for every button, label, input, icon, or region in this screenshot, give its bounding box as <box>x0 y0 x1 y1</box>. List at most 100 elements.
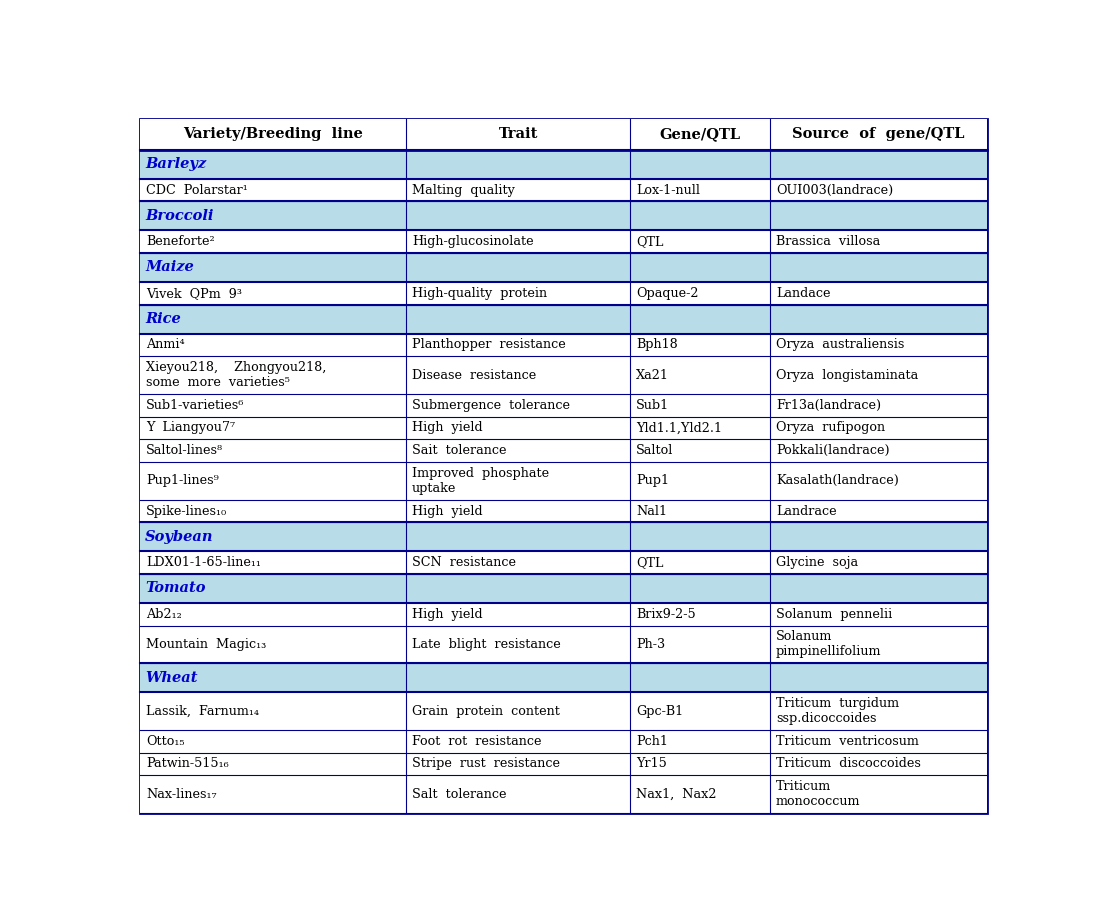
Text: Landrace: Landrace <box>776 505 837 518</box>
Text: Pokkali(landrace): Pokkali(landrace) <box>776 444 890 457</box>
Text: High  yield: High yield <box>412 422 483 435</box>
Text: Wheat: Wheat <box>145 671 198 685</box>
Text: Pup1: Pup1 <box>636 474 669 487</box>
Text: QTL: QTL <box>636 557 663 569</box>
Bar <box>140 416 988 439</box>
Text: Triticum  turgidum
ssp.dicoccoides: Triticum turgidum ssp.dicoccoides <box>776 697 899 725</box>
Bar <box>140 179 988 201</box>
Text: Glycine  soja: Glycine soja <box>776 557 858 569</box>
Bar <box>140 775 988 813</box>
Bar <box>140 626 988 664</box>
Text: Oryza  australiensis: Oryza australiensis <box>776 339 904 352</box>
Text: Trait: Trait <box>498 127 538 141</box>
Text: Malting  quality: Malting quality <box>412 184 515 197</box>
Text: Fr13a(landrace): Fr13a(landrace) <box>776 399 881 412</box>
Text: Oryza  longistaminata: Oryza longistaminata <box>776 368 918 381</box>
Bar <box>140 499 988 522</box>
Text: QTL: QTL <box>636 235 663 248</box>
Text: High-quality  protein: High-quality protein <box>412 287 547 300</box>
Text: Bph18: Bph18 <box>636 339 678 352</box>
Text: Rice: Rice <box>145 312 180 326</box>
Text: Oryza  rufipogon: Oryza rufipogon <box>776 422 886 435</box>
Text: Salt  tolerance: Salt tolerance <box>412 787 506 800</box>
Text: Vivek  QPm  9³: Vivek QPm 9³ <box>146 287 242 300</box>
Text: Barleyz: Barleyz <box>145 157 207 171</box>
Text: Brix9-2-5: Brix9-2-5 <box>636 608 696 621</box>
Bar <box>140 253 988 282</box>
Bar <box>140 551 988 574</box>
Text: Pup1-lines⁹: Pup1-lines⁹ <box>146 474 219 487</box>
Bar <box>140 201 988 231</box>
Text: Sait  tolerance: Sait tolerance <box>412 444 506 457</box>
Text: Sub1-varieties⁶: Sub1-varieties⁶ <box>146 399 244 412</box>
Text: Variety/Breeding  line: Variety/Breeding line <box>183 127 363 141</box>
Bar <box>140 730 988 752</box>
Text: Anmi⁴: Anmi⁴ <box>146 339 185 352</box>
Text: Lox-1-null: Lox-1-null <box>636 184 701 197</box>
Text: Grain  protein  content: Grain protein content <box>412 704 560 717</box>
Text: Saltol-lines⁸: Saltol-lines⁸ <box>146 444 223 457</box>
Text: Otto₁₅: Otto₁₅ <box>146 735 185 748</box>
Text: Source  of  gene/QTL: Source of gene/QTL <box>792 127 965 141</box>
Text: Patwin-515₁₆: Patwin-515₁₆ <box>146 758 229 771</box>
Text: Pch1: Pch1 <box>636 735 668 748</box>
Text: CDC  Polarstar¹: CDC Polarstar¹ <box>146 184 248 197</box>
Text: Opaque-2: Opaque-2 <box>636 287 698 300</box>
Bar <box>140 333 988 356</box>
Text: High  yield: High yield <box>412 505 483 518</box>
Bar <box>140 231 988 253</box>
Text: Triticum
monococcum: Triticum monococcum <box>776 780 860 809</box>
Text: Tomato: Tomato <box>145 581 206 595</box>
Text: Y  Liangyou7⁷: Y Liangyou7⁷ <box>146 422 235 435</box>
Text: Improved  phosphate
uptake: Improved phosphate uptake <box>412 467 549 495</box>
Bar <box>140 356 988 394</box>
Text: Kasalath(landrace): Kasalath(landrace) <box>776 474 899 487</box>
Text: Soybean: Soybean <box>145 530 213 544</box>
Text: Nax1,  Nax2: Nax1, Nax2 <box>636 787 717 800</box>
Text: LDX01-1-65-line₁₁: LDX01-1-65-line₁₁ <box>146 557 261 569</box>
Bar <box>140 394 988 416</box>
Bar <box>140 752 988 775</box>
Bar <box>140 603 988 626</box>
Text: Sub1: Sub1 <box>636 399 669 412</box>
Text: Ph-3: Ph-3 <box>636 638 666 651</box>
Text: Landace: Landace <box>776 287 830 300</box>
Text: Submergence  tolerance: Submergence tolerance <box>412 399 570 412</box>
Text: Foot  rot  resistance: Foot rot resistance <box>412 735 541 748</box>
Text: Triticum  ventricosum: Triticum ventricosum <box>776 735 918 748</box>
Text: Planthopper  resistance: Planthopper resistance <box>412 339 565 352</box>
Text: Ab2₁₂: Ab2₁₂ <box>146 608 182 621</box>
Text: Maize: Maize <box>145 260 194 274</box>
Text: Triticum  discoccoides: Triticum discoccoides <box>776 758 921 771</box>
Text: OUI003(landrace): OUI003(landrace) <box>776 184 893 197</box>
Bar <box>140 305 988 333</box>
Bar <box>140 664 988 692</box>
Text: Late  blight  resistance: Late blight resistance <box>412 638 561 651</box>
Text: Nal1: Nal1 <box>636 505 668 518</box>
Text: Spike-lines₁₀: Spike-lines₁₀ <box>146 505 228 518</box>
Text: Xieyou218,    Zhongyou218,
some  more  varieties⁵: Xieyou218, Zhongyou218, some more variet… <box>146 361 327 390</box>
Text: Yld1.1,Yld2.1: Yld1.1,Yld2.1 <box>636 422 723 435</box>
Text: Lassik,  Farnum₁₄: Lassik, Farnum₁₄ <box>146 704 258 717</box>
Text: Solanum  pennelii: Solanum pennelii <box>776 608 892 621</box>
Text: Gene/QTL: Gene/QTL <box>660 127 740 141</box>
Bar <box>140 150 988 179</box>
Bar <box>140 282 988 305</box>
Text: Xa21: Xa21 <box>636 368 669 381</box>
Text: SCN  resistance: SCN resistance <box>412 557 516 569</box>
Bar <box>140 574 988 603</box>
Text: Stripe  rust  resistance: Stripe rust resistance <box>412 758 560 771</box>
Bar <box>140 462 988 499</box>
Text: Beneforte²: Beneforte² <box>146 235 214 248</box>
Bar <box>140 119 988 150</box>
Text: High  yield: High yield <box>412 608 483 621</box>
Bar <box>140 692 988 730</box>
Text: Yr15: Yr15 <box>636 758 667 771</box>
Bar <box>140 439 988 462</box>
Text: Brassica  villosa: Brassica villosa <box>776 235 880 248</box>
Text: Mountain  Magic₁₃: Mountain Magic₁₃ <box>146 638 266 651</box>
Text: Solanum
pimpinellifolium: Solanum pimpinellifolium <box>776 630 881 658</box>
Text: Gpc-B1: Gpc-B1 <box>636 704 683 717</box>
Text: High-glucosinolate: High-glucosinolate <box>412 235 534 248</box>
Text: Disease  resistance: Disease resistance <box>412 368 537 381</box>
